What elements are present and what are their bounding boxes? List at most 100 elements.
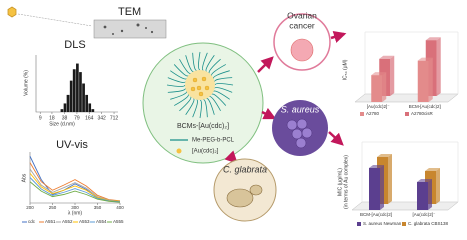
polymer-chain [173,64,189,77]
dls-title: DLS [64,39,85,51]
bar [66,94,70,112]
polymer-chain [170,91,187,100]
x-tick-label: 300 [71,205,79,210]
bar-side [382,72,387,102]
mic-y-label: (in terms of Au complex) [343,155,349,209]
bar-top [417,57,433,61]
legend-label: A551 [45,219,56,224]
gold-dot [190,86,196,92]
polymer-chain [167,88,186,93]
polymer-chain [203,99,208,118]
yeast-label: C. glabrata [223,164,267,174]
legend-key [402,222,406,226]
tem-image [93,19,167,39]
micelle [166,51,234,119]
x-tick-label: 350 [94,205,102,210]
bar [76,63,79,112]
polymer-chain [214,83,234,86]
graphical-abstract: TEM BCMs-[Au(cdc)₂] Me-PEG-b-PCL [Au(cdc… [7,6,459,226]
connector [17,13,93,27]
spectrum-line [29,168,121,202]
polymer-chain [192,99,198,118]
floor [354,93,459,103]
micelle-panel [142,42,264,164]
bar [69,80,73,112]
dls-x-label: Size (d.nm) [49,121,75,127]
polymer-chain [208,58,221,74]
bar-side [436,37,441,96]
bar-side [388,154,392,204]
gold-dot [198,91,204,97]
uv-title: UV-vis [56,139,88,151]
polymer-chain [179,96,192,112]
legend-label: A552 [62,219,73,224]
legend-label: C. glabrata CBS138 [408,221,449,226]
bar [85,94,89,112]
bar [91,109,95,112]
polymer-chain [185,55,194,72]
bar [82,83,85,112]
polymer-chain [166,84,186,87]
bacteria-label: S. aureus [281,104,320,114]
polymer-chain [192,52,197,71]
category-label: BCM-[Au(cdc)2] [360,212,392,217]
uv-y-label: Abs [21,173,27,182]
polymer-chain [211,93,227,106]
x-tick-label: 18 [49,115,55,121]
polymer-chain [199,99,202,119]
bar [371,75,383,102]
spectrum-line [29,177,121,203]
legend-key [360,112,364,116]
bar-side [428,179,432,210]
polymer-chain [213,90,230,100]
dls-y-label: Volume (%) [23,70,29,96]
cell-cluster [290,38,314,62]
gold-icon [7,6,17,18]
bar [63,103,67,112]
polymer-chain [213,70,230,79]
polymer-chain [174,94,189,106]
bar [79,72,82,112]
ic50-y-label: IC₅₀ (μM) [342,59,348,80]
micelle-label: BCMs-[Au(cdc)₂] [177,123,229,130]
bar-top [371,72,387,76]
micelle-core [185,70,215,100]
x-tick-label: 712 [110,115,119,121]
bar-side [436,168,440,204]
polymer-chain [179,59,191,74]
x-tick-label: 200 [26,205,34,210]
gold-dot [192,77,198,83]
bar [417,182,428,210]
category-label: BCM-[Au(cdc)2] [409,104,441,109]
tem-particles [103,23,154,35]
spectrum-line [29,172,121,202]
bar [88,103,92,112]
polymer-chain [170,70,187,80]
ovarian-label: Ovarian [287,10,317,20]
category-label: [Au(cdc)2]⁻ [367,104,391,109]
legend-label: A555 [113,219,124,224]
polymer-chain [209,96,221,111]
bar-side [380,165,384,210]
spectrum-line [29,156,121,203]
legend-label: S. aureus Newman [363,221,402,226]
bar [417,60,429,102]
category-label: [Au(cdc)2]⁻ [413,212,437,217]
spectrum-line [29,181,121,203]
x-tick-label: 400 [116,205,124,210]
x-tick-label: 79 [74,115,80,121]
axis [29,152,120,204]
yeast-cells [226,184,263,208]
gold-dot [204,85,210,91]
bacteria-cluster [286,118,313,149]
polymer-label: Me-PEG-b-PCL [192,138,235,144]
bar [60,109,64,112]
bar-top [417,179,432,182]
polymer-chain [167,77,186,83]
legend-label: A554 [96,219,107,224]
bar-top [369,165,384,168]
spectrum-line [29,162,121,202]
legend-label: A553 [79,219,90,224]
polymer-chain [198,51,201,71]
legend-key [357,222,361,226]
